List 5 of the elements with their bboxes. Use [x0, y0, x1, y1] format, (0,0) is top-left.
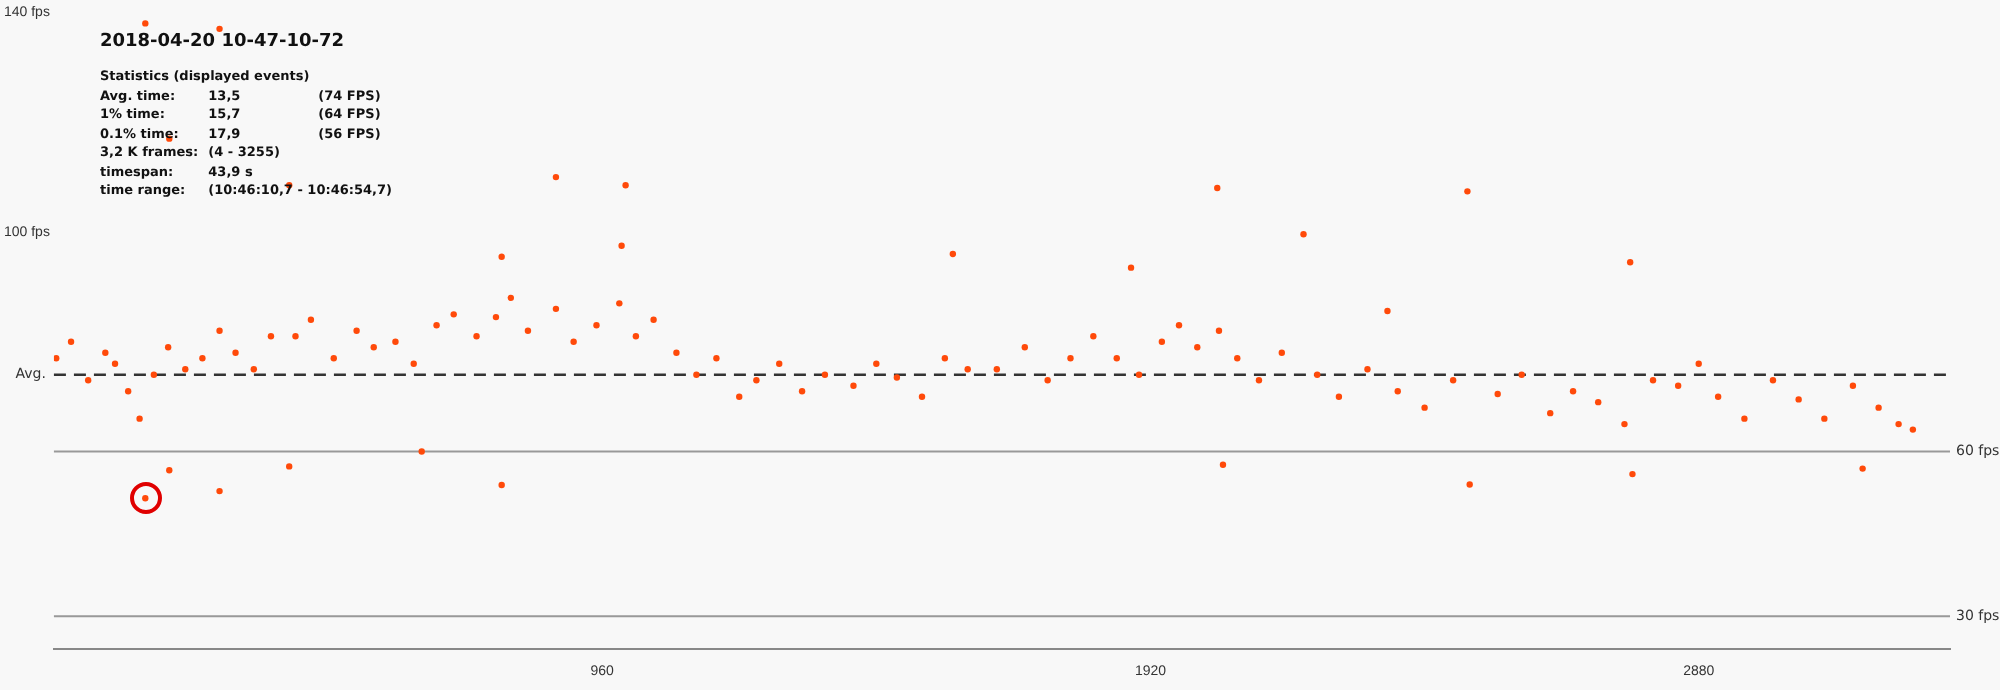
- point: [216, 25, 223, 33]
- text: 2018-04-20 10-47-10-72: [100, 32, 345, 52]
- point: [142, 20, 149, 27]
- point: [622, 182, 629, 189]
- point: [498, 253, 505, 260]
